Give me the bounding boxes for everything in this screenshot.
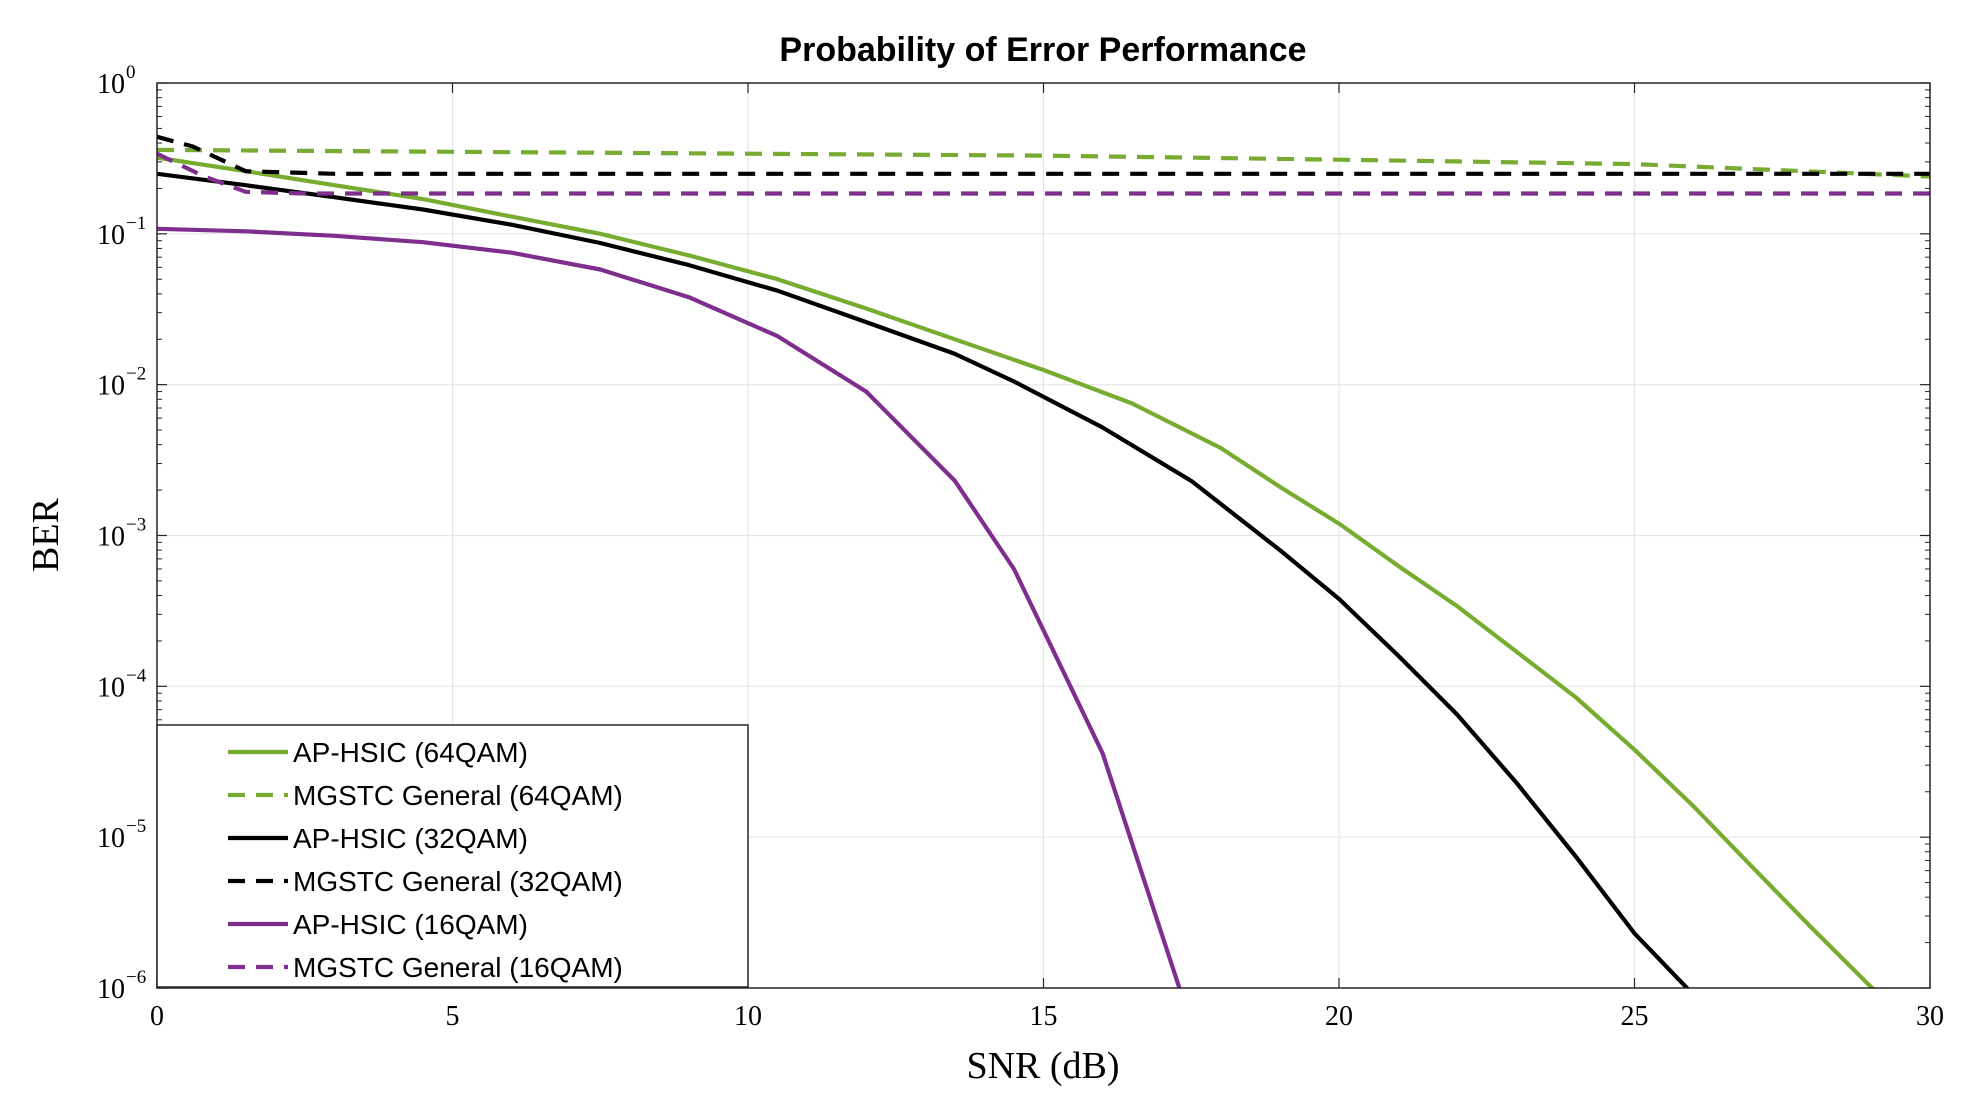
y-tick-exponent: −2 [126,364,146,385]
series-line-ap-hsic-16qam [157,226,1182,988]
legend-label: AP-HSIC (64QAM) [293,737,528,768]
y-tick-exponent: 0 [126,62,136,83]
y-tick-label: 10 −3 [97,515,146,553]
y-tick-label: 10 −5 [97,816,146,854]
x-tick-label: 20 [1325,1001,1353,1032]
y-tick-label: 10 −6 [97,967,146,1005]
legend-label: MGSTC General (16QAM) [293,952,623,983]
x-tick-label: 0 [150,1001,164,1032]
y-tick-base: 10 [97,371,125,402]
series-line-mgstc-general-16qam [157,151,1930,196]
y-tick-label: 10 −1 [97,213,146,251]
y-tick-base: 10 [97,823,125,854]
legend: AP-HSIC (64QAM) MGSTC General (64QAM) AP-H… [156,724,749,988]
y-tick-exponent: −5 [126,816,146,837]
y-tick-exponent: −6 [126,967,146,988]
x-tick-label: 5 [446,1001,460,1032]
y-tick-exponent: −4 [126,665,147,686]
legend-label: MGSTC General (64QAM) [293,780,623,811]
y-tick-label: 10 0 [97,62,136,100]
grid [157,83,1930,988]
series-line-mgstc-general-64qam [157,147,1930,179]
legend-label: AP-HSIC (16QAM) [293,909,528,940]
y-tick-exponent: −3 [126,515,146,536]
y-tick-exponent: −1 [126,213,146,234]
x-axis-label: SNR (dB) [966,1045,1119,1087]
series-line-ap-hsic-64qam [157,155,1876,988]
y-tick-label: 10 −4 [97,665,147,703]
y-tick-base: 10 [97,522,125,553]
legend-box [156,724,749,988]
y-axis-label: BER [25,497,67,572]
y-tick-base: 10 [97,69,125,100]
y-tick-base: 10 [97,974,125,1005]
x-tick-label: 10 [734,1001,762,1032]
series-line-ap-hsic-32qam [157,171,1690,988]
chart-title: Probability of Error Performance [779,31,1306,69]
y-tick-label: 10 −2 [97,364,146,402]
y-tick-base: 10 [97,220,125,251]
series-layer [157,134,1930,988]
series-line-mgstc-general-32qam [157,134,1930,176]
legend-label: MGSTC General (32QAM) [293,866,623,897]
x-tick-label: 25 [1621,1001,1649,1032]
y-tick-base: 10 [97,672,125,703]
legend-label: AP-HSIC (32QAM) [293,823,528,854]
x-tick-label: 30 [1916,1001,1944,1032]
x-tick-label: 15 [1030,1001,1058,1032]
